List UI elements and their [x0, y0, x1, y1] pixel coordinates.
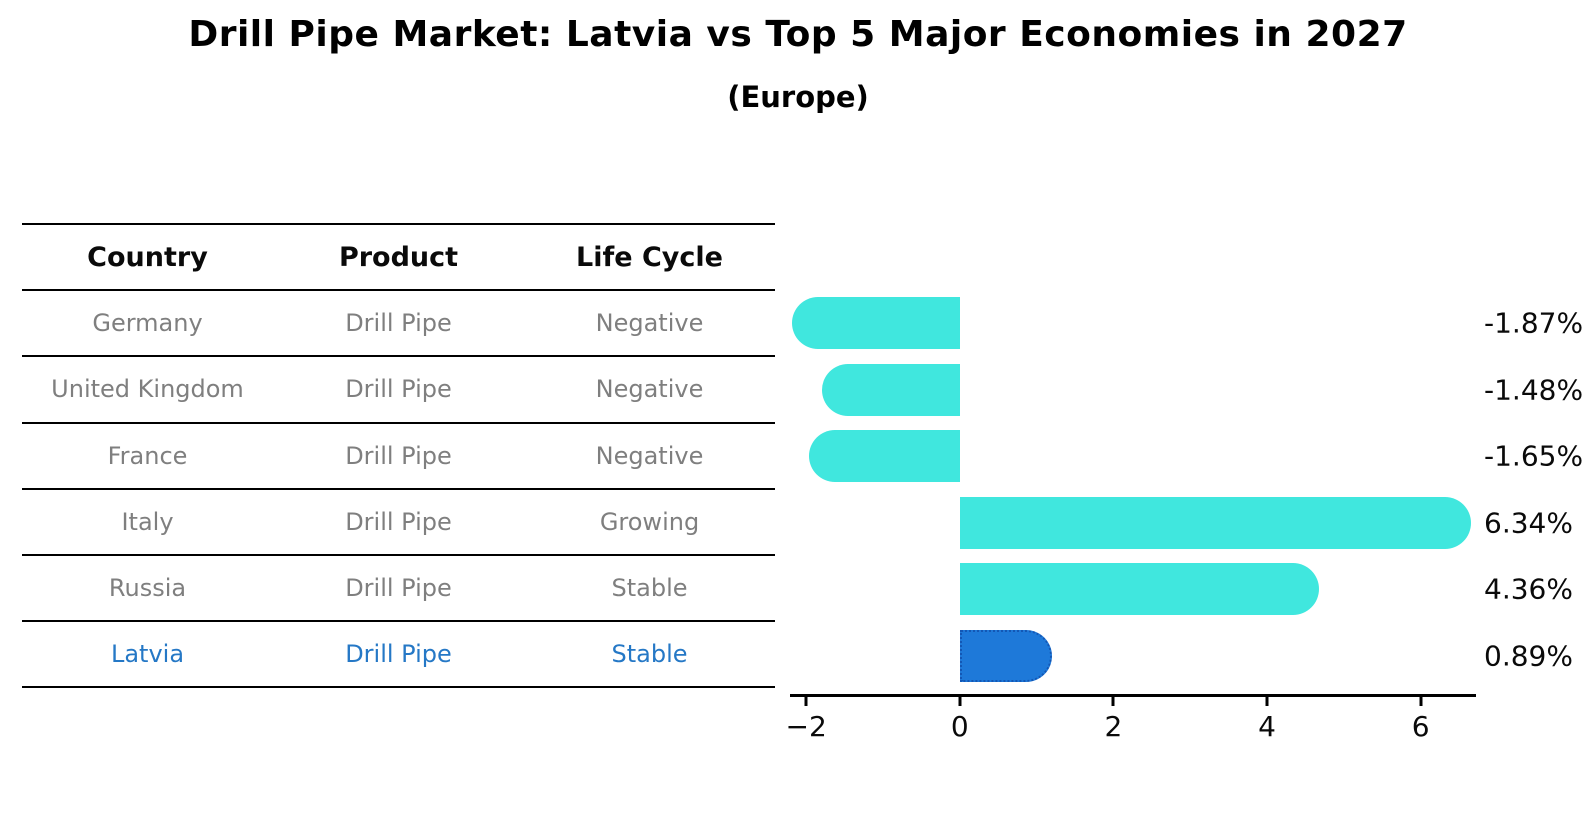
bar-russia	[959, 563, 1319, 616]
x-tick-mark-6	[1419, 697, 1423, 706]
table-row-russia: Russia Drill Pipe Stable	[22, 556, 775, 623]
x-tick-label-6: 6	[1411, 710, 1430, 743]
bar-value-label-united-kingdom: -1.48%	[1484, 373, 1584, 406]
bar-united-kingdom	[822, 363, 960, 416]
life-cycle-cell: Growing	[599, 507, 700, 536]
product-cell: Drill Pipe	[345, 507, 452, 536]
bar-value-label-latvia: 0.89%	[1484, 639, 1573, 673]
country-cell: France	[107, 441, 188, 470]
life-cycle-cell: Stable	[611, 640, 688, 669]
bar-france	[809, 430, 960, 483]
table-header-row: Country Product Life Cycle	[22, 225, 775, 292]
table-row-france: France Drill Pipe Negative	[22, 424, 775, 490]
x-tick-mark--2	[804, 697, 808, 706]
bar-value-label-france: -1.65%	[1484, 439, 1584, 473]
column-header-country: Country	[87, 241, 208, 273]
life-cycle-cell: Stable	[611, 574, 688, 603]
product-cell: Drill Pipe	[345, 375, 452, 404]
x-tick-label-2: 2	[1104, 710, 1123, 743]
column-header-product: Product	[338, 241, 459, 273]
life-cycle-cell: Negative	[595, 309, 704, 338]
product-cell: Drill Pipe	[345, 309, 452, 338]
x-tick-mark-0	[958, 697, 962, 706]
table-row-germany: Germany Drill Pipe Negative	[22, 291, 775, 358]
country-cell: Russia	[108, 574, 187, 603]
x-axis-line	[790, 694, 1476, 697]
x-tick-mark-4	[1265, 697, 1269, 706]
chart-title: Drill Pipe Market: Latvia vs Top 5 Major…	[188, 14, 1408, 55]
product-cell: Drill Pipe	[345, 441, 452, 470]
bar-latvia	[959, 629, 1053, 682]
bar-chart: −2 0 2 4 6 -1.87% -1.48% -1.65% 6.34% 4.36% 0.89%	[785, 223, 1583, 743]
table-row-latvia: Latvia Drill Pipe Stable	[22, 622, 775, 689]
life-cycle-cell: Negative	[595, 441, 704, 470]
country-cell: United Kingdom	[51, 375, 244, 404]
life-cycle-cell: Negative	[595, 375, 704, 404]
table-body: Germany Drill Pipe Negative United Kingdom D…	[22, 291, 775, 689]
chart-subtitle: (Europe)	[727, 80, 869, 114]
x-tick-mark-2	[1111, 697, 1115, 706]
x-tick-label-0: 0	[950, 710, 969, 743]
table-row-united-kingdom: United Kingdom Drill Pipe Negative	[22, 357, 775, 424]
bar-germany	[792, 296, 960, 349]
column-header-life-cycle: Life Cycle	[576, 241, 723, 273]
x-tick-label-4: 4	[1258, 710, 1276, 743]
country-cell: Latvia	[110, 640, 185, 669]
bar-value-label-germany: -1.87%	[1484, 306, 1584, 340]
product-cell: Drill Pipe	[345, 640, 452, 669]
country-cell: Germany	[92, 309, 203, 338]
x-tick-label--2: −2	[785, 710, 827, 743]
country-info-table: Country Product Life Cycle Germany Drill …	[22, 223, 775, 689]
bar-value-label-russia: 4.36%	[1484, 572, 1573, 606]
country-cell: Italy	[121, 507, 174, 536]
table-row-italy: Italy Drill Pipe Growing	[22, 490, 775, 556]
product-cell: Drill Pipe	[345, 574, 452, 603]
bar-italy	[959, 496, 1471, 549]
bar-value-label-italy: 6.34%	[1484, 506, 1573, 540]
